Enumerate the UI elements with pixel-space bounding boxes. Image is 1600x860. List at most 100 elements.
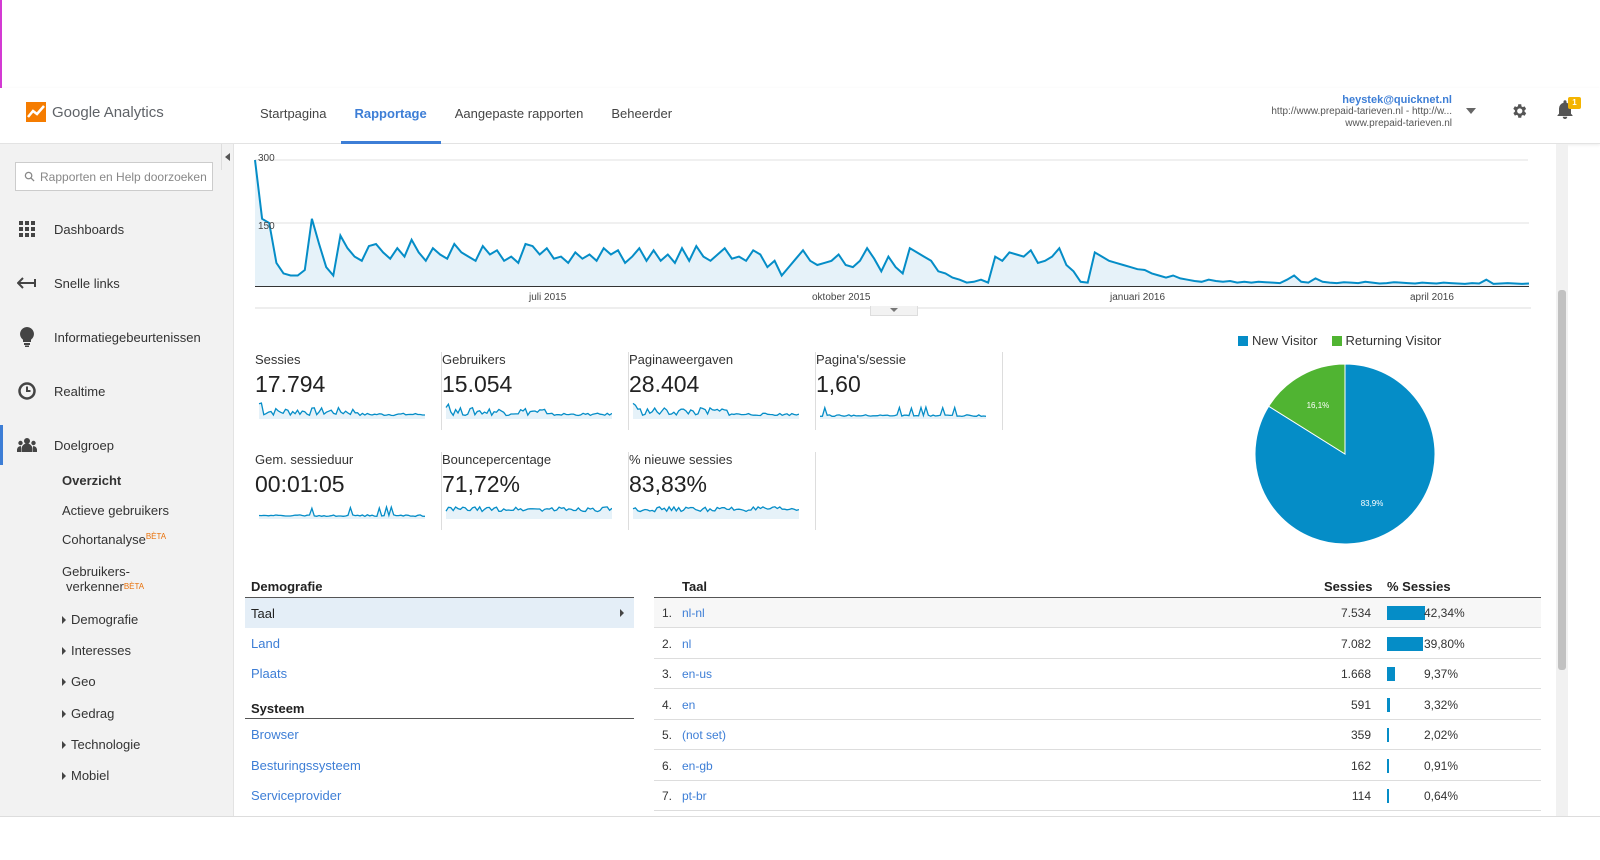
sessions-line-chart[interactable]	[234, 144, 1556, 314]
table-row: 5. (not set) 359 2,02%	[654, 720, 1541, 750]
table-header-taal[interactable]: Taal	[682, 579, 708, 594]
metric-value: 17.794	[255, 371, 326, 397]
row-pct-sessies: 0,91%	[1424, 758, 1459, 773]
metric-nieuwe-sessies[interactable]: % nieuwe sessies 83,83%	[629, 452, 816, 530]
systeem-link-besturingssysteem[interactable]: Besturingssysteem	[251, 758, 361, 773]
pie-slice-label: 16,1%	[1307, 401, 1330, 410]
page-scrollbar[interactable]	[1556, 144, 1568, 816]
cohort-label: Cohortanalyse	[62, 532, 146, 547]
account-selector[interactable]: heystek@quicknet.nl http://www.prepaid-t…	[1271, 94, 1452, 130]
sidebar-sub-interesses[interactable]: Interesses	[62, 643, 131, 658]
row-taal-link[interactable]: en-us	[682, 667, 713, 681]
row-taal-link[interactable]: (not set)	[682, 728, 727, 742]
sparkline	[445, 402, 612, 419]
main-nav: Startpagina Rapportage Aangepaste rappor…	[246, 88, 686, 144]
metric-gebruikers[interactable]: Gebruikers 15.054	[442, 352, 629, 430]
sparkline	[632, 402, 799, 419]
sidebar-search[interactable]	[15, 162, 213, 191]
sparkline	[632, 505, 799, 519]
sparkline-line	[819, 404, 986, 418]
sidebar-item-dashboards[interactable]: Dashboards	[0, 209, 233, 249]
demografie-link-plaats[interactable]: Plaats	[251, 666, 288, 681]
sparkline	[445, 505, 612, 519]
sparkline-line	[632, 505, 799, 513]
row-pct-sessies: 42,34%	[1424, 606, 1465, 620]
row-taal-link[interactable]: pt-br	[682, 789, 707, 803]
pie-slice[interactable]	[1268, 363, 1346, 455]
tab-rapportage[interactable]: Rapportage	[340, 88, 441, 144]
row-taal-link[interactable]: en-gb	[682, 758, 713, 773]
visitor-pie-chart[interactable]: 83,9% 16,1%	[1252, 361, 1438, 547]
row-taal-link[interactable]: en	[682, 697, 696, 712]
table-row: 7. pt-br 114 0,64%	[654, 781, 1541, 811]
sidebar-sub-cohortanalyse[interactable]: CohortanalyseBÈTA	[62, 532, 166, 547]
series-line	[254, 159, 1530, 285]
metric-value: 71,72%	[442, 471, 521, 497]
table-row: 1. nl-nl 7.534 42,34%	[654, 598, 1541, 628]
row-taal-link[interactable]: nl	[682, 636, 692, 651]
gear-icon[interactable]	[1510, 102, 1528, 120]
demografie-link-taal[interactable]: Taal	[245, 598, 634, 628]
scrollbar-thumb[interactable]	[1558, 290, 1566, 670]
app-header: Google Analytics Startpagina Rapportage …	[0, 88, 1600, 144]
row-pct-sessies: 3,32%	[1424, 697, 1459, 712]
row-index: 4.	[662, 697, 673, 712]
metric-paginaweergaven[interactable]: Paginaweergaven 28.404	[629, 352, 816, 430]
sidebar-item-snelle-links[interactable]: Snelle links	[0, 263, 233, 303]
row-pct-bar	[1387, 728, 1389, 742]
analytics-logo-icon	[26, 102, 46, 122]
notifications-button[interactable]: 1	[1556, 97, 1581, 125]
row-pct-bar	[1387, 789, 1389, 803]
shortcut-arrow-icon	[17, 277, 36, 289]
sidebar-item-realtime[interactable]: Realtime	[0, 371, 233, 411]
divider	[654, 597, 1541, 598]
grid-icon	[19, 221, 35, 237]
sidebar-item-informatiegebeurtenissen[interactable]: Informatiegebeurtenissen	[0, 317, 233, 357]
chart-expand-toggle[interactable]	[870, 306, 918, 316]
row-sessies: 1.668	[1340, 667, 1371, 681]
sidebar-sub-gebruikersverkenner[interactable]: Gebruikers- verkennerBÈTA	[62, 564, 144, 594]
divider	[245, 718, 634, 719]
chevron-down-icon[interactable]	[1466, 108, 1476, 114]
row-pct-sessies: 2,02%	[1424, 728, 1459, 742]
ga-logo[interactable]: Google Analytics	[26, 102, 164, 122]
sparkline-line	[258, 402, 425, 417]
y-tick-label: 300	[258, 153, 275, 164]
sidebar-sub-demografie[interactable]: Demografie	[62, 612, 138, 627]
legend-returning-visitor[interactable]: Returning Visitor	[1331, 333, 1441, 348]
metric-paginas-per-sessie[interactable]: Pagina's/sessie 1,60	[816, 352, 1003, 430]
metric-value: 83,83%	[629, 471, 708, 497]
sidebar-sub-technologie[interactable]: Technologie	[62, 737, 140, 752]
metric-bouncepercentage[interactable]: Bouncepercentage 71,72%	[442, 452, 629, 530]
verkenner-label-line1: Gebruikers-	[62, 564, 130, 579]
sidebar-sub-gedrag[interactable]: Gedrag	[62, 706, 114, 721]
tab-beheerder[interactable]: Beheerder	[611, 106, 673, 121]
account-email: heystek@quicknet.nl	[1342, 94, 1452, 106]
metric-sessieduur[interactable]: Gem. sessieduur 00:01:05	[255, 452, 442, 530]
row-taal-link[interactable]: nl-nl	[682, 606, 705, 620]
sparkline-line	[258, 504, 425, 518]
x-tick-label: januari 2016	[1110, 292, 1166, 303]
sidebar-item-label: Dashboards	[54, 221, 125, 237]
table-header-sessies[interactable]: Sessies	[1324, 579, 1373, 594]
legend-new-visitor[interactable]: New Visitor	[1238, 333, 1318, 348]
sidebar-sub-actieve-gebruikers[interactable]: Actieve gebruikers	[62, 503, 169, 518]
sparkline-area	[446, 404, 612, 419]
table-header-pct-sessies[interactable]: % Sessies	[1387, 579, 1451, 594]
sidebar-item-doelgroep[interactable]: Doelgroep	[0, 425, 233, 465]
search-input[interactable]	[40, 163, 210, 190]
sidebar-sub-mobiel[interactable]: Mobiel	[62, 768, 109, 783]
sparkline-line	[445, 402, 612, 417]
sidebar-item-label: Snelle links	[54, 275, 120, 291]
sidebar-sub-overzicht[interactable]: Overzicht	[62, 473, 122, 488]
account-view: www.prepaid-tarieven.nl	[1345, 118, 1452, 129]
x-tick-label: april 2016	[1410, 292, 1454, 303]
systeem-link-browser[interactable]: Browser	[251, 727, 299, 742]
systeem-link-serviceprovider[interactable]: Serviceprovider	[251, 788, 342, 803]
tab-startpagina[interactable]: Startpagina	[260, 106, 327, 121]
tab-aangepaste-rapporten[interactable]: Aangepaste rapporten	[454, 106, 584, 121]
sidebar-sub-geo[interactable]: Geo	[62, 674, 96, 689]
demografie-link-land[interactable]: Land	[251, 636, 280, 651]
metric-sessies[interactable]: Sessies 17.794	[255, 352, 442, 430]
collapse-sidebar-button[interactable]	[221, 144, 233, 170]
